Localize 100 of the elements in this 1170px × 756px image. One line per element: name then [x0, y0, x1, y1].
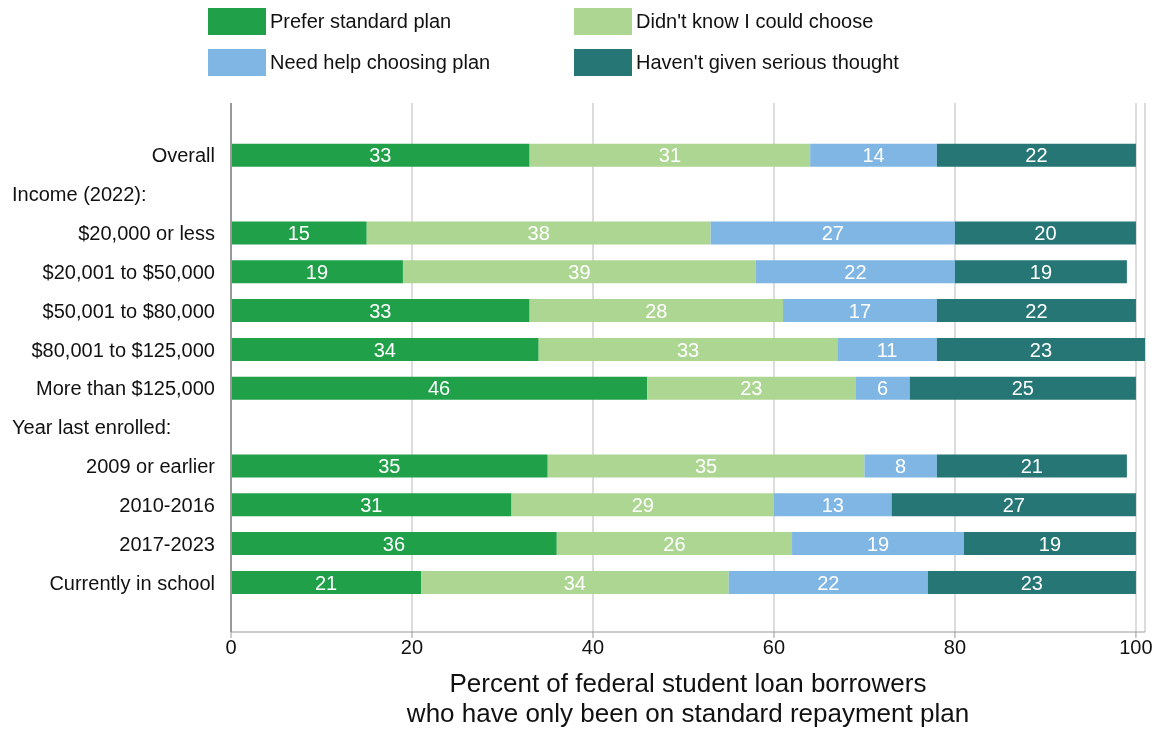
data-label: 15	[287, 222, 310, 245]
bar	[710, 221, 955, 245]
bar	[837, 337, 937, 361]
data-label: 39	[568, 260, 591, 283]
legend-label: Didn't know I could choose	[636, 10, 874, 33]
data-label: 23	[1029, 338, 1053, 361]
bar	[964, 532, 1136, 556]
data-label: 28	[645, 299, 668, 322]
data-label: 19	[1038, 532, 1062, 555]
bar	[936, 299, 1136, 323]
bar	[529, 299, 784, 323]
data-label: 26	[663, 532, 686, 555]
bar	[538, 337, 838, 361]
legend-label: Haven't given serious thought	[636, 51, 899, 74]
x-tick-label: 40	[581, 636, 605, 659]
bar	[773, 493, 892, 517]
x-tick-label: 60	[762, 636, 786, 659]
bar	[231, 532, 557, 556]
text: Year last enrolled:	[12, 415, 172, 440]
x-tick-label: 0	[225, 636, 237, 659]
data-label: 11	[876, 338, 898, 361]
y-tick-label: 2017-2023	[119, 532, 215, 555]
legend-label: Prefer standard plan	[270, 10, 452, 33]
data-label: 27	[1002, 493, 1025, 516]
bar	[647, 376, 856, 400]
x-tick-label: 100	[1119, 636, 1153, 659]
data-label: 35	[378, 455, 401, 478]
bar	[366, 221, 711, 245]
y-tick-label: More than $125,000	[35, 377, 215, 400]
data-label: 25	[1011, 377, 1034, 400]
y-tick-label: $80,001 to $125,000	[31, 338, 215, 361]
bar	[855, 376, 910, 400]
data-label: 20	[1034, 222, 1057, 245]
data-label: 34	[373, 338, 396, 361]
data-label: 22	[1025, 144, 1048, 167]
bar	[927, 570, 1136, 594]
bar	[529, 143, 811, 167]
bar	[556, 532, 793, 556]
bar	[231, 454, 548, 478]
bar	[936, 337, 1145, 361]
data-label: 33	[676, 338, 700, 361]
bar	[755, 260, 955, 284]
data-label: 21	[314, 571, 338, 594]
bar	[954, 221, 1136, 245]
x-tick-label: 80	[943, 636, 967, 659]
bar	[231, 143, 530, 167]
data-label: 31	[658, 144, 682, 167]
x-axis-title: Percent of federal student loan borrowers who have only been on standard repayment plan	[405, 668, 971, 728]
data-label: 29	[631, 493, 654, 516]
bar	[402, 260, 756, 284]
data-label: 31	[360, 493, 383, 516]
data-label: 23	[1020, 571, 1044, 594]
data-label: 17	[848, 299, 872, 322]
x-tick-label: 20	[400, 636, 424, 659]
data-label: 33	[369, 299, 392, 322]
bar	[728, 570, 928, 594]
bar	[511, 493, 774, 517]
text: Income (2022):	[12, 182, 147, 207]
data-label: 19	[305, 260, 329, 283]
legend-label: Need help choosing plan	[270, 51, 491, 74]
data-label: 33	[369, 144, 392, 167]
y-tick-label: Currently in school	[49, 571, 215, 594]
data-label: 23	[740, 377, 763, 400]
data-label: 8	[895, 455, 907, 478]
data-label: 46	[428, 377, 451, 400]
data-label: 22	[1025, 299, 1048, 322]
y-tick-label: 2009 or earlier	[86, 455, 216, 478]
y-tick-label: 2010-2016	[119, 493, 215, 516]
bar	[421, 570, 729, 594]
data-label: 6	[877, 377, 889, 400]
bar	[231, 376, 648, 400]
data-label: 19	[1029, 260, 1053, 283]
bar	[231, 299, 530, 323]
bar	[909, 376, 1136, 400]
data-label: 13	[821, 493, 844, 516]
data-label: 34	[563, 571, 587, 594]
bar	[954, 260, 1127, 284]
bar	[231, 337, 539, 361]
bar	[936, 454, 1127, 478]
data-label: 38	[527, 222, 550, 245]
bar	[231, 570, 422, 594]
data-label: 19	[866, 532, 890, 555]
y-tick-label: $20,001 to $50,000	[42, 260, 215, 283]
bar	[783, 299, 937, 323]
bar	[792, 532, 965, 556]
bar	[231, 260, 403, 284]
data-label: 27	[821, 222, 844, 245]
bar	[864, 454, 937, 478]
y-tick-label: Overall	[151, 144, 215, 167]
data-label: 22	[817, 571, 840, 594]
bar	[936, 143, 1136, 167]
bar	[810, 143, 937, 167]
bar	[547, 454, 865, 478]
y-tick-label: $20,000 or less	[78, 222, 215, 245]
y-tick-label: $50,001 to $80,000	[42, 299, 215, 322]
data-label: 35	[694, 455, 718, 478]
data-label: 14	[862, 144, 885, 167]
data-label: 36	[382, 532, 406, 555]
bar	[231, 221, 367, 245]
bar	[231, 493, 512, 517]
